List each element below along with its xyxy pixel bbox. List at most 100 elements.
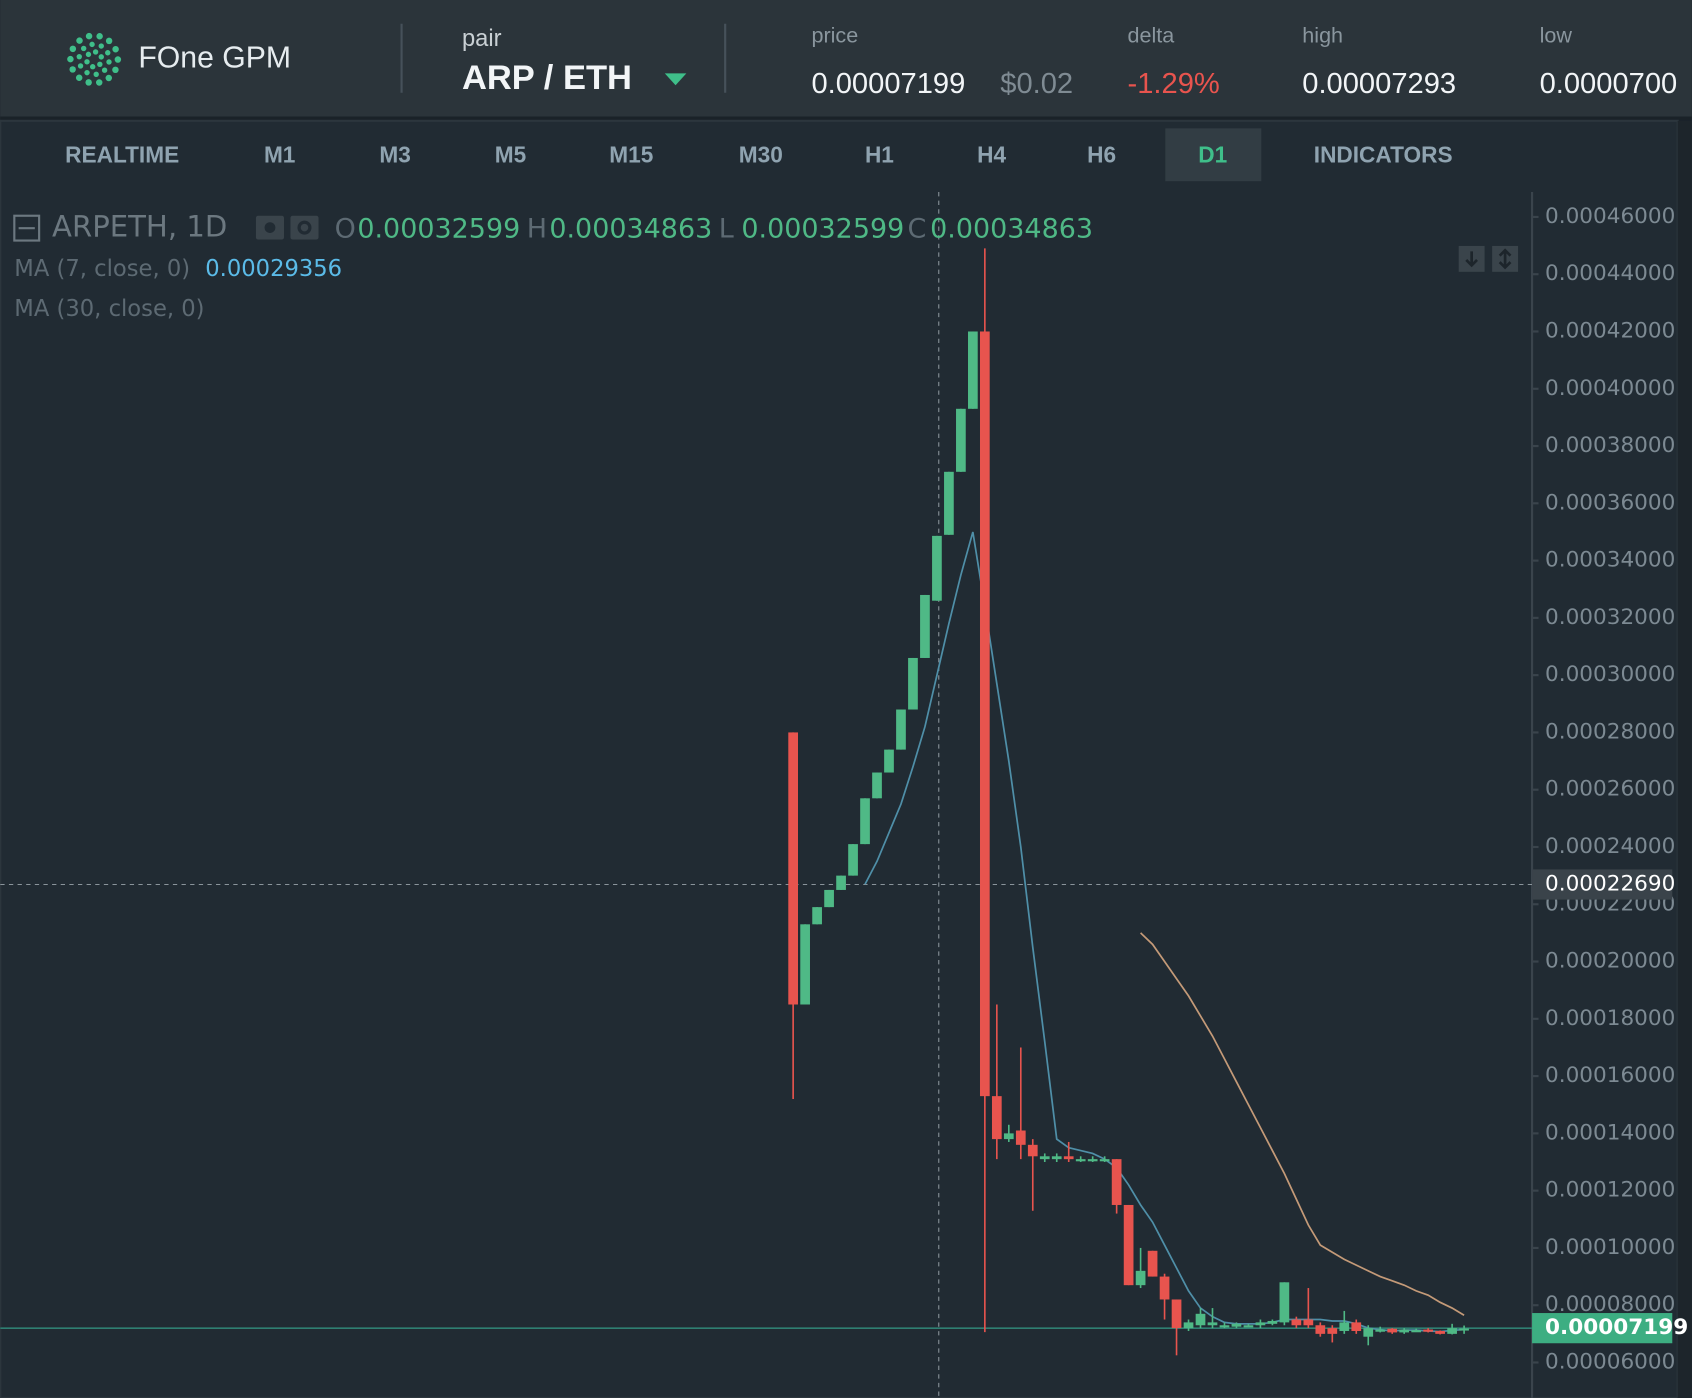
- ohlc-key: O: [335, 213, 356, 244]
- last-price-label: 0.00007199: [1545, 1315, 1688, 1340]
- tab[interactable]: M3: [379, 141, 410, 167]
- crosshair-label-bg: [1532, 869, 1673, 900]
- header-bar: [0, 0, 1692, 117]
- y-tick-label: 0.00010000: [1545, 1235, 1675, 1260]
- candle-body: [896, 709, 906, 750]
- pair-value[interactable]: ARP / ETH: [462, 59, 632, 97]
- logo-dot: [69, 66, 76, 73]
- logo-dot: [76, 37, 83, 44]
- candle-body: [1447, 1328, 1457, 1334]
- candle-body: [1459, 1328, 1469, 1331]
- candle-body: [1123, 1204, 1134, 1286]
- candle-body: [1351, 1322, 1362, 1331]
- logo-dot: [75, 74, 83, 81]
- candle-body: [1003, 1133, 1014, 1140]
- candle-body: [1411, 1330, 1422, 1333]
- pair-dropdown[interactable]: [664, 73, 687, 86]
- tab[interactable]: INDICATORS: [1314, 141, 1453, 167]
- y-tick-label: 0.00040000: [1545, 376, 1675, 401]
- price-usd: $0.02: [1000, 68, 1073, 100]
- y-tick-label: 0.00036000: [1545, 490, 1675, 515]
- logo-dot: [98, 54, 104, 60]
- candle-body: [1375, 1329, 1386, 1332]
- logo-dot: [69, 45, 77, 53]
- logo-dot: [112, 66, 119, 74]
- candle-body: [1087, 1159, 1098, 1162]
- right-strip: [1677, 120, 1692, 1398]
- tab[interactable]: D1: [1198, 141, 1227, 167]
- candle-body: [1207, 1322, 1218, 1326]
- logo-dot: [85, 79, 92, 86]
- tab[interactable]: M30: [739, 141, 783, 167]
- logo-dot: [67, 55, 74, 63]
- candle-body: [812, 907, 822, 925]
- candle-body: [956, 408, 966, 472]
- logo-dot: [95, 79, 103, 86]
- candle-body: [1099, 1159, 1110, 1162]
- ma-line: [1140, 932, 1465, 1316]
- logo-dot: [106, 59, 112, 65]
- active-tab-bg: [1165, 128, 1262, 182]
- candle-body: [932, 535, 942, 601]
- logo-dot: [92, 49, 99, 55]
- candle-body: [1291, 1319, 1302, 1326]
- candle-body: [908, 657, 918, 710]
- y-tick-label: 0.00034000: [1545, 548, 1675, 573]
- candle-body: [1063, 1156, 1074, 1160]
- logo-dot: [114, 56, 122, 63]
- plot: 0.00006000 0.00008000 0.00010000 0.00012000…: [0, 192, 1688, 1398]
- ohlc-value: 0.00034863: [930, 213, 1093, 244]
- logo: [67, 32, 122, 86]
- y-tick-label: 0.00026000: [1545, 777, 1675, 802]
- tab[interactable]: M1: [264, 141, 295, 167]
- low-value: 0.0000700: [1540, 68, 1678, 100]
- candle-body: [1147, 1250, 1158, 1277]
- y-tick-label: 0.00044000: [1545, 261, 1675, 286]
- logo-dot: [96, 33, 103, 40]
- tab[interactable]: H6: [1087, 141, 1116, 167]
- brand: FOne GPM: [138, 41, 291, 74]
- y-tick-label: 0.00038000: [1545, 433, 1675, 458]
- candle-body: [1387, 1328, 1398, 1333]
- y-tick-label: 0.00006000: [1545, 1349, 1675, 1374]
- ohlc-value: 0.00032599: [357, 213, 520, 244]
- candle-body: [1027, 1144, 1038, 1157]
- y-tick-label: 0.00020000: [1545, 949, 1675, 974]
- tab[interactable]: M5: [495, 141, 526, 167]
- logo-dot: [105, 74, 113, 82]
- candle-body: [1339, 1322, 1350, 1331]
- logo-dot: [84, 69, 90, 76]
- arrow: [1498, 248, 1512, 270]
- y-tick-label: 0.00024000: [1545, 834, 1675, 859]
- collapse-icon[interactable]: [13, 214, 41, 242]
- candle-body: [979, 331, 990, 1097]
- ohlc-key: L: [719, 213, 734, 244]
- ohlc-value: 0.00032599: [741, 213, 904, 244]
- candle-body: [1111, 1159, 1122, 1205]
- y-tick-label: 0.00016000: [1545, 1063, 1675, 1088]
- candle-body: [1363, 1328, 1374, 1337]
- high-label: high: [1302, 22, 1343, 47]
- logo-dot: [85, 32, 93, 40]
- logo-dot: [85, 51, 92, 58]
- candle-body: [860, 798, 870, 845]
- candle-body: [1051, 1156, 1062, 1160]
- tab[interactable]: H4: [977, 141, 1006, 167]
- ma-line: [864, 531, 1465, 1333]
- tab[interactable]: M15: [609, 141, 653, 167]
- logo-dot: [98, 43, 104, 49]
- ma-legend: MA (30, close, 0): [14, 296, 204, 322]
- candle-body: [1279, 1282, 1290, 1323]
- settings-icon[interactable]: [290, 215, 319, 240]
- pair-label: pair: [462, 26, 502, 52]
- high-value: 0.00007293: [1302, 68, 1456, 100]
- tab[interactable]: REALTIME: [65, 141, 179, 167]
- tab[interactable]: H1: [865, 141, 894, 167]
- price-value: 0.00007199: [811, 68, 965, 100]
- logo-dot: [101, 67, 108, 73]
- logo-dot: [76, 53, 82, 60]
- candle-body: [824, 889, 834, 908]
- candle-body: [848, 844, 858, 876]
